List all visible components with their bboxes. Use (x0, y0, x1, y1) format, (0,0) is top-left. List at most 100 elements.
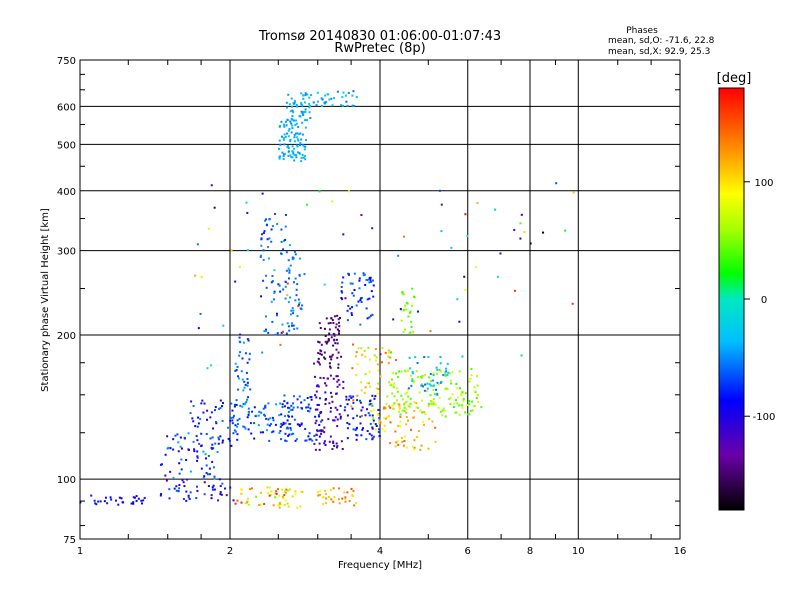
data-point (371, 313, 374, 316)
data-point (288, 329, 291, 332)
data-point (340, 440, 343, 443)
data-point (336, 314, 339, 317)
data-point (346, 104, 349, 107)
y-tick-label: 100 (57, 475, 76, 486)
data-point (277, 488, 280, 491)
data-point (424, 383, 427, 386)
data-point (329, 407, 332, 410)
data-point (289, 488, 292, 491)
data-point (284, 489, 287, 492)
data-point (287, 93, 290, 96)
data-point (383, 416, 386, 419)
data-point (251, 410, 254, 413)
data-point (405, 415, 408, 418)
data-point (263, 405, 266, 408)
data-point (403, 293, 406, 296)
data-point (415, 402, 418, 405)
data-point (359, 299, 362, 302)
data-point (237, 375, 240, 378)
data-point (337, 351, 340, 354)
data-point (335, 323, 338, 326)
data-point (206, 367, 209, 370)
data-point (234, 403, 237, 406)
data-point (261, 233, 264, 236)
data-point (403, 308, 406, 311)
data-point (403, 440, 406, 443)
data-point (297, 139, 300, 142)
data-point (415, 406, 418, 409)
data-point (444, 373, 447, 376)
data-point (287, 489, 290, 492)
data-point (204, 453, 207, 456)
data-point (392, 318, 395, 321)
data-point (297, 138, 300, 141)
data-point (242, 389, 245, 392)
data-point (409, 311, 412, 314)
data-point (214, 421, 217, 424)
data-point (352, 417, 355, 420)
data-point (391, 378, 394, 381)
data-point (413, 295, 416, 298)
data-point (212, 484, 215, 487)
data-point (249, 488, 252, 491)
data-point (476, 384, 479, 387)
data-point (268, 439, 271, 442)
data-point (244, 502, 247, 505)
data-point (117, 503, 120, 506)
data-point (410, 304, 413, 307)
data-point (288, 271, 291, 274)
data-point (371, 394, 374, 397)
data-point (238, 417, 241, 420)
data-point (441, 409, 444, 412)
data-point (196, 450, 199, 453)
x-tick-label: 2 (227, 546, 233, 557)
data-point (359, 297, 362, 300)
data-point (247, 396, 250, 399)
data-point (432, 398, 435, 401)
data-point (213, 206, 216, 209)
data-point (356, 363, 359, 366)
data-point (380, 361, 383, 364)
data-point (265, 417, 268, 420)
data-point (394, 359, 397, 362)
data-point (330, 355, 333, 358)
data-point (336, 408, 339, 411)
data-point (394, 430, 397, 433)
data-point (239, 341, 242, 344)
data-point (408, 356, 411, 359)
data-point (164, 453, 167, 456)
data-point (310, 395, 313, 398)
data-point (271, 416, 274, 419)
data-point (420, 384, 423, 387)
data-point (308, 96, 311, 99)
data-point (290, 324, 293, 327)
data-point (440, 230, 443, 233)
data-point (300, 423, 303, 426)
data-point (246, 416, 249, 419)
data-point (336, 418, 339, 421)
data-point (169, 470, 172, 473)
data-point (285, 269, 288, 272)
data-point (367, 412, 370, 415)
data-point (232, 432, 235, 435)
data-point (280, 438, 283, 441)
data-point (269, 417, 272, 420)
data-point (413, 409, 416, 412)
data-point (194, 425, 197, 428)
data-point (296, 423, 299, 426)
data-point (143, 496, 146, 499)
data-point (266, 429, 269, 432)
data-point (304, 119, 307, 122)
data-point (499, 252, 502, 255)
data-point (295, 438, 298, 441)
data-point (296, 105, 299, 108)
data-point (519, 237, 522, 240)
data-point (133, 496, 136, 499)
data-point (355, 374, 358, 377)
data-point (446, 373, 449, 376)
data-point (386, 395, 389, 398)
data-point (399, 420, 402, 423)
data-point (255, 414, 258, 417)
data-point (393, 395, 396, 398)
data-point (259, 431, 262, 434)
